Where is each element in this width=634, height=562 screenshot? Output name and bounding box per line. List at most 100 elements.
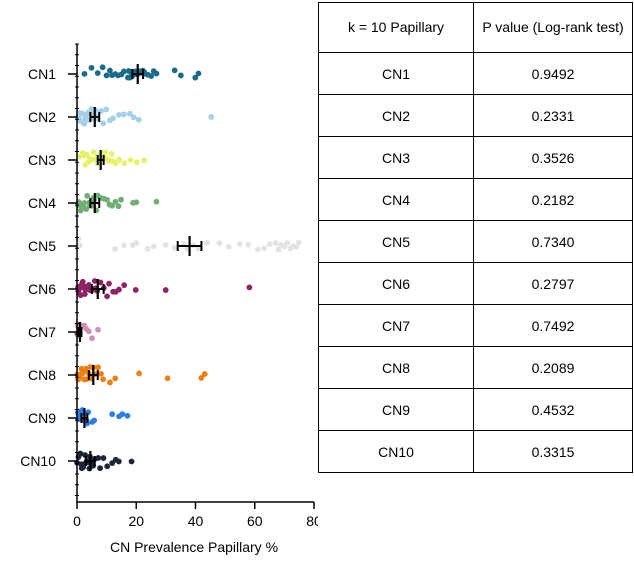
y-category-label: CN4 (28, 195, 56, 211)
data-point (88, 64, 95, 71)
data-point (106, 280, 112, 287)
data-point (295, 239, 302, 246)
data-point (162, 241, 169, 248)
data-point (236, 241, 243, 248)
y-category-labels: CN1 CN2 CN3 CN4 CN5 CN6 CN7 CN8 CN9 CN10 (20, 66, 77, 469)
data-point (104, 196, 111, 203)
cell-cn: CN1 (318, 52, 474, 95)
table-row: CN8 0.2089 (318, 346, 633, 389)
data-point (153, 198, 160, 205)
data-point (100, 376, 107, 383)
data-point (141, 157, 148, 164)
cell-cn: CN6 (318, 262, 474, 305)
y-category-label: CN9 (28, 410, 56, 426)
cell-p-value: 0.2331 (473, 94, 633, 137)
y-category-label: CN7 (28, 324, 56, 340)
cell-p-value: 0.4532 (473, 388, 633, 431)
data-point (116, 286, 122, 293)
cell-p-value: 0.2182 (473, 178, 633, 221)
data-point (81, 200, 88, 206)
data-point (112, 246, 118, 253)
data-point (97, 465, 104, 472)
data-point (177, 72, 184, 79)
data-point (133, 159, 140, 166)
data-point (171, 244, 178, 251)
data-point (115, 203, 122, 210)
data-point (120, 111, 127, 118)
data-point (97, 279, 104, 286)
x-tick-label: 80 (306, 513, 318, 529)
data-point (216, 240, 223, 246)
table-row: CN4 0.2182 (318, 178, 633, 221)
data-point (79, 278, 86, 285)
y-category-label: CN3 (28, 152, 56, 168)
data-point (103, 106, 110, 113)
table-row: CN7 0.7492 (318, 304, 633, 347)
data-point (83, 206, 90, 213)
data-point (198, 375, 205, 381)
cell-p-value: 0.3315 (473, 430, 633, 473)
data-point (144, 245, 151, 252)
data-point (91, 278, 98, 284)
data-point (115, 458, 122, 465)
y-category-label: CN2 (28, 109, 56, 125)
data-point (109, 202, 116, 209)
cell-cn: CN4 (318, 178, 474, 221)
data-point (164, 375, 171, 382)
data-point (135, 116, 142, 123)
data-point (108, 151, 115, 157)
data-point (100, 455, 107, 461)
data-point (130, 114, 137, 121)
cell-cn: CN2 (318, 94, 474, 137)
cell-p-value: 0.9492 (473, 52, 633, 95)
data-point (171, 67, 178, 74)
data-point (162, 287, 169, 293)
data-point (121, 282, 128, 289)
data-point (150, 243, 157, 250)
data-point (104, 293, 110, 300)
data-point (89, 335, 95, 342)
data-point (118, 196, 124, 203)
data-points (73, 64, 302, 472)
data-point (91, 417, 98, 424)
header-p-value: P value (Log-rank test) (473, 2, 633, 53)
data-point (110, 115, 116, 122)
data-point (79, 110, 85, 117)
cell-cn: CN5 (318, 220, 474, 263)
data-point (112, 198, 119, 205)
data-point (85, 281, 92, 288)
data-point (254, 246, 261, 253)
data-point (115, 111, 122, 118)
x-tick-label: 0 (73, 513, 81, 529)
table-row: CN5 0.7340 (318, 220, 633, 263)
data-point (133, 240, 140, 246)
data-point (260, 245, 267, 252)
data-point (192, 74, 199, 81)
p-value-table: k = 10 Papillary P value (Log-rank test)… (318, 2, 633, 473)
table-row: CN6 0.2797 (318, 262, 633, 305)
cell-cn: CN10 (318, 430, 474, 473)
data-point (121, 160, 128, 166)
y-category-label: CN5 (28, 238, 56, 254)
data-point (201, 371, 208, 377)
data-point (225, 243, 232, 250)
data-point (102, 149, 109, 156)
data-point (98, 370, 104, 377)
data-point (132, 287, 139, 293)
data-point (81, 291, 88, 297)
table-row: CN1 0.9492 (318, 52, 633, 95)
cell-cn: CN9 (318, 388, 474, 431)
y-minor-ticks (75, 43, 79, 496)
table-row: CN3 0.3526 (318, 136, 633, 179)
cell-cn: CN3 (318, 136, 474, 179)
data-point (120, 68, 127, 75)
data-point (246, 284, 253, 291)
data-point (266, 241, 273, 248)
table-row: CN2 0.2331 (318, 94, 633, 137)
data-point (119, 411, 126, 418)
data-point (103, 72, 110, 79)
data-point (121, 242, 127, 249)
data-point (116, 156, 122, 163)
data-point (112, 375, 119, 382)
data-point (84, 192, 91, 199)
